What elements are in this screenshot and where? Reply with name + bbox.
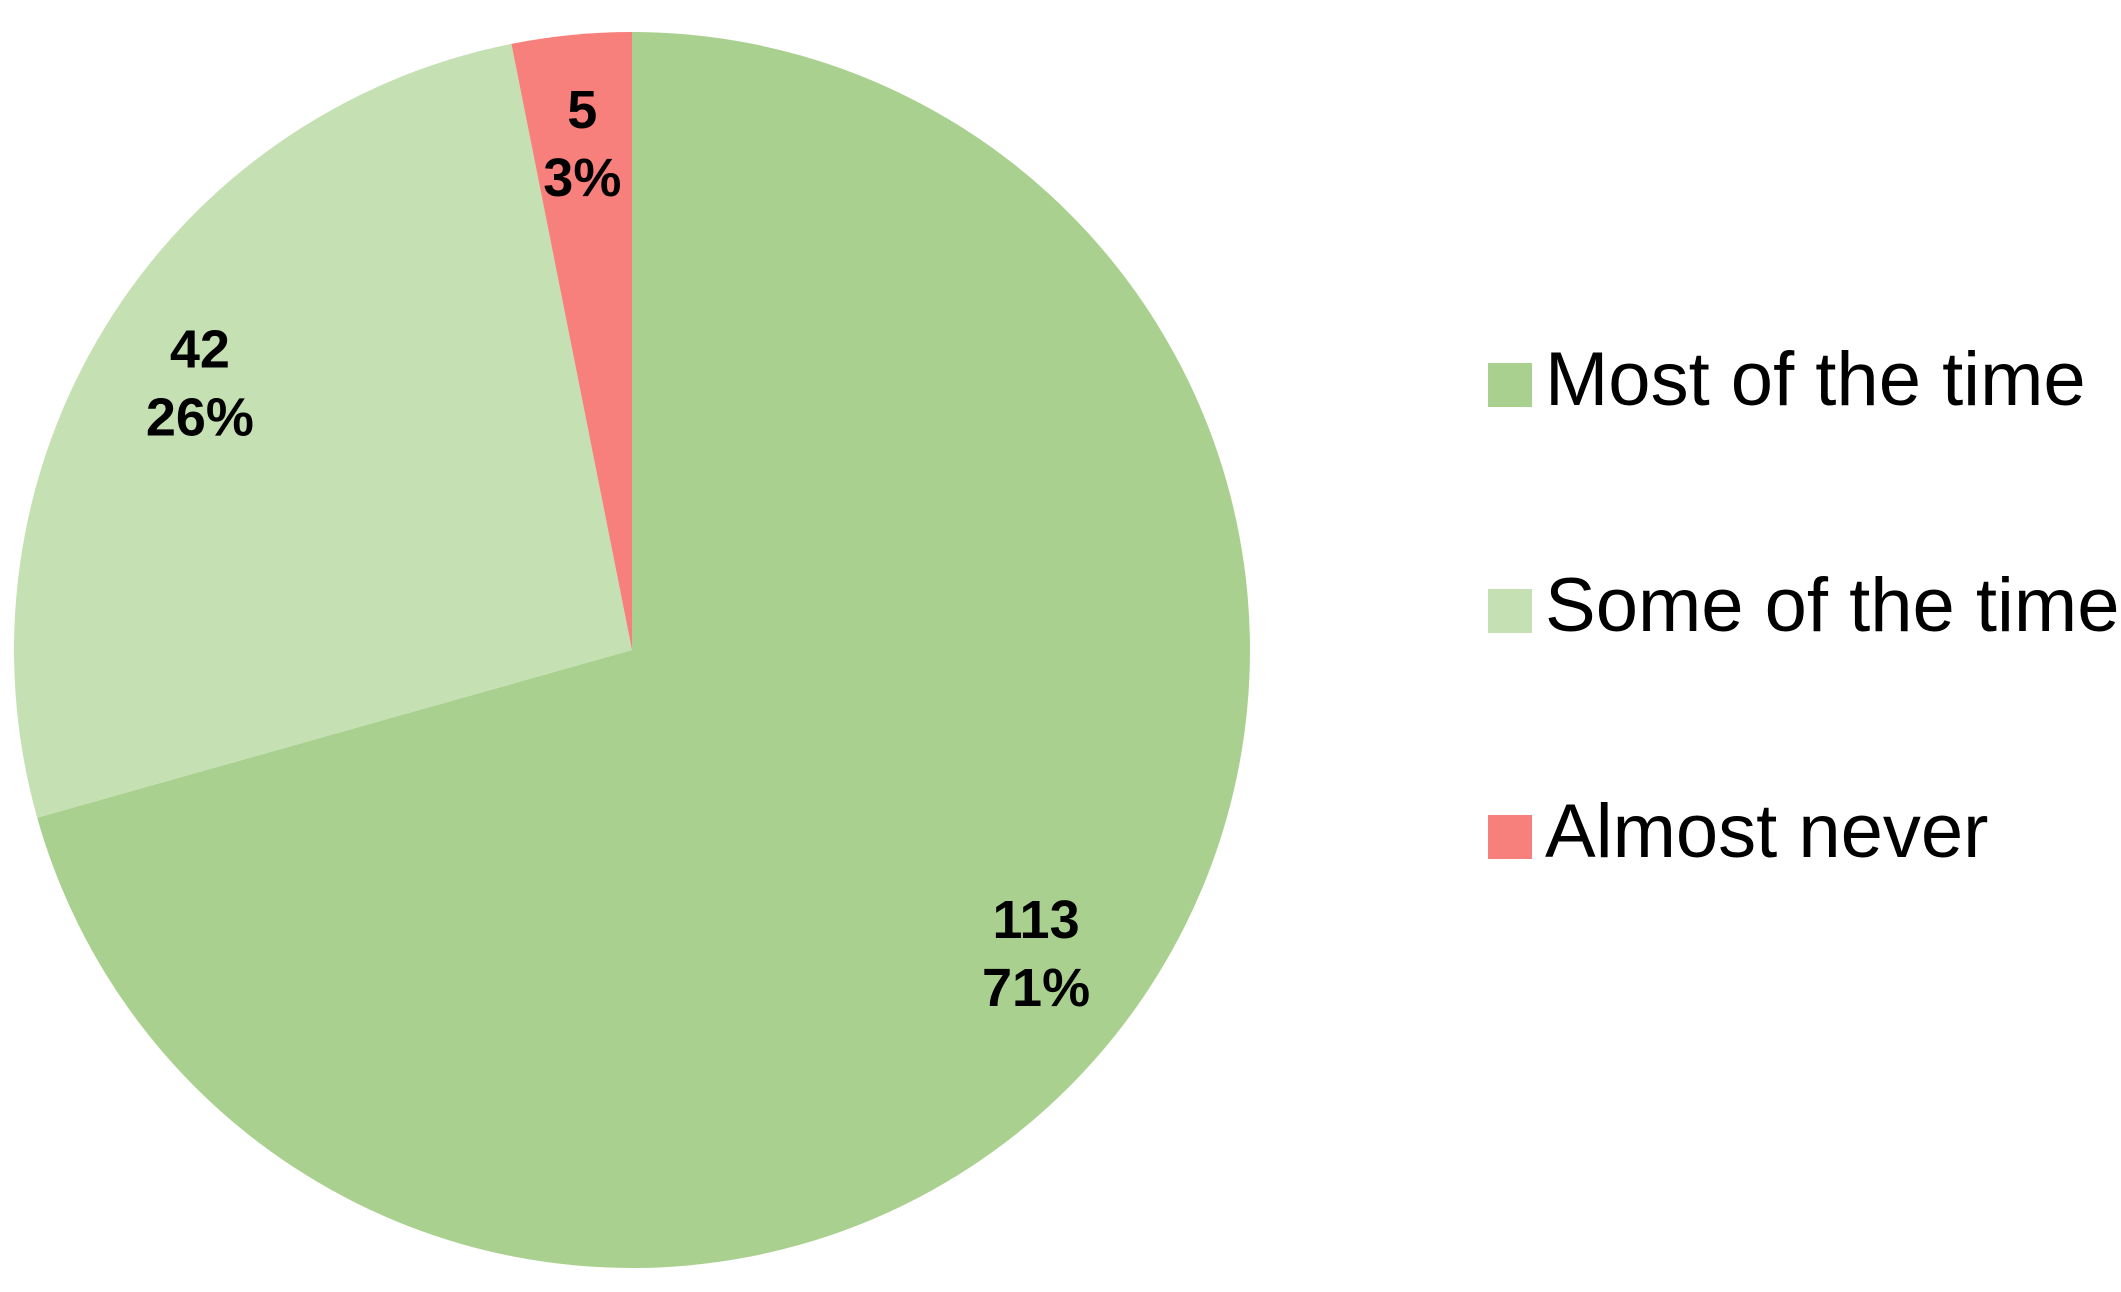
percent-label: 26%	[146, 387, 254, 447]
legend-swatch	[1488, 363, 1532, 407]
legend-label: Most of the time	[1545, 337, 2086, 422]
percent-label: 3%	[543, 148, 621, 208]
percent-label: 71%	[982, 958, 1090, 1018]
legend-label: Some of the time	[1545, 563, 2120, 648]
data-label: 113	[992, 890, 1079, 950]
pie-slice	[14, 43, 633, 818]
legend-swatch	[1488, 815, 1532, 859]
data-label: 42	[170, 319, 230, 379]
pie-slice	[511, 32, 632, 650]
pie-slice	[37, 32, 1251, 1269]
data-label: 5	[567, 80, 597, 140]
legend-label: Almost never	[1545, 789, 1989, 874]
legend-swatch	[1488, 589, 1532, 633]
